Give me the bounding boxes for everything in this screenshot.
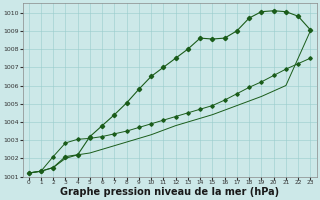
X-axis label: Graphe pression niveau de la mer (hPa): Graphe pression niveau de la mer (hPa) — [60, 187, 279, 197]
